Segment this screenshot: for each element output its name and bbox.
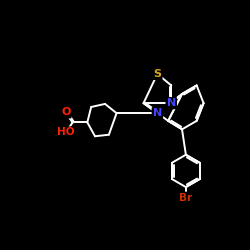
Text: N: N — [153, 108, 162, 118]
Text: Br: Br — [179, 193, 192, 203]
Text: Br: Br — [179, 193, 192, 203]
Text: O: O — [61, 108, 70, 118]
Text: N: N — [166, 98, 176, 108]
Text: HO: HO — [57, 128, 74, 138]
Text: S: S — [154, 69, 162, 79]
